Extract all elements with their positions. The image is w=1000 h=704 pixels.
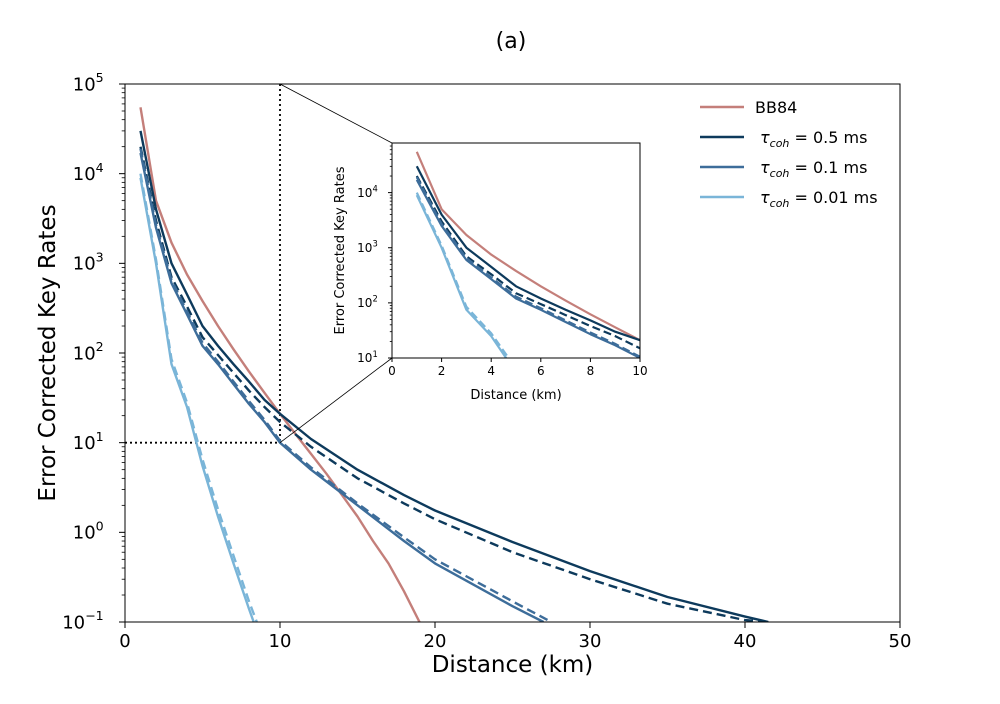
legend-label-tau01: τcoh = 0.1 ms (760, 158, 867, 180)
zoom-connector-bottom (279, 357, 393, 443)
main-plot-series-tau05-dashed (139, 146, 769, 622)
legend-label-bb84: BB84 (755, 98, 797, 117)
x-tick-label: 30 (579, 631, 602, 652)
y-tick-label: 100 (73, 519, 104, 544)
main-plot-series-tau05-solid (139, 130, 769, 622)
inset-plot-series-tau05-dashed (415, 175, 640, 350)
y-tick-label: 104 (73, 160, 104, 185)
y-tick-label: 101 (357, 349, 378, 365)
inset-plot-y-axis-label: Error Corrected Key Rates (333, 166, 348, 334)
y-tick-label: 102 (73, 339, 104, 364)
inset-plot-series-tau001-dashed (415, 192, 510, 358)
main-plot-x-axis-label: Distance (km) (432, 652, 594, 678)
y-tick-label: 102 (357, 294, 378, 310)
legend-label-tau001: τcoh = 0.01 ms (760, 188, 878, 210)
y-tick-label: 101 (73, 429, 104, 454)
x-tick-label: 20 (424, 631, 447, 652)
y-tick-label: 104 (357, 183, 378, 199)
inset-plot-x-axis-label: Distance (km) (470, 388, 561, 403)
inset-plot-series-tau01-dashed (415, 176, 640, 358)
main-plot-series-tau01-solid (139, 152, 545, 622)
legend-label-tau05: τcoh = 0.5 ms (760, 128, 867, 150)
x-tick-label: 2 (438, 364, 446, 378)
x-tick-label: 0 (119, 631, 130, 652)
inset-plot: 0 2 4 6 8 10 101 102 103 104 Distance (km) Error Co… (333, 142, 648, 403)
zoom-connector-top (279, 83, 393, 144)
x-tick-label: 0 (388, 364, 396, 378)
x-tick-label: 8 (587, 364, 595, 378)
x-tick-label: 4 (487, 364, 495, 378)
main-plot-series-tau01-dashed (139, 148, 552, 622)
x-tick-label: 6 (537, 364, 545, 378)
y-tick-label: 105 (73, 70, 104, 95)
y-tick-label: 103 (357, 239, 378, 255)
main-plot-series-tau001-solid (139, 177, 255, 622)
y-tick-label: 103 (73, 250, 104, 275)
main-plot: 0 10 20 30 40 5010−1100101102103104105Distanc… (35, 70, 911, 678)
inset-plot-series-bb84-solid (415, 151, 640, 342)
main-plot-y-axis-label: Error Corrected Key Rates (35, 204, 61, 501)
x-tick-label: 40 (734, 631, 757, 652)
inset-plot-background (392, 143, 640, 358)
x-tick-label: 10 (269, 631, 292, 652)
y-tick-label: 10−1 (62, 608, 103, 633)
inset-plot-series-tau05-solid (415, 165, 640, 342)
x-tick-label: 10 (632, 364, 647, 378)
chart-title: (a) (496, 29, 527, 54)
x-tick-label: 50 (889, 631, 912, 652)
main-plot-series-tau001-dashed (139, 173, 258, 622)
legend: BB84 τcoh = 0.5 ms τcoh = 0.1 ms τcoh = 0.0… (700, 98, 878, 210)
